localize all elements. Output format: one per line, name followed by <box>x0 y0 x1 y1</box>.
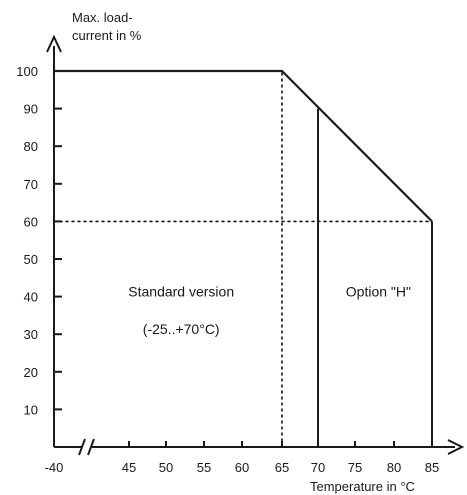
y-tick-label-100: 100 <box>16 64 38 79</box>
x-tick-label-75: 75 <box>348 460 362 475</box>
y-tick-label-30: 30 <box>24 327 38 342</box>
x-tick-label-85: 85 <box>425 460 439 475</box>
x-tick-label-65: 65 <box>275 460 289 475</box>
y-tick-label-50: 50 <box>24 252 38 267</box>
y-tick-label-40: 40 <box>24 290 38 305</box>
y-tick-label-10: 10 <box>24 402 38 417</box>
annotations: Standard version (-25..+70°C) Option "H" <box>128 284 411 338</box>
series-layer <box>54 69 433 223</box>
x-tick-label-80: 80 <box>387 460 401 475</box>
y-tick-label-20: 20 <box>24 365 38 380</box>
x-axis-title: Temperature in °C <box>310 479 415 494</box>
x-tick-label-50: 50 <box>159 460 173 475</box>
y-axis-arrow <box>46 34 62 53</box>
y-axis-title-line-2: current in % <box>72 28 142 43</box>
axis-break-gap <box>82 442 92 452</box>
x-tick-label-60: 60 <box>235 460 249 475</box>
x-tick-label-40: -40 <box>45 460 64 475</box>
ticks: 10 20 30 40 50 60 70 80 90 100 -40 45 50 55 60 65 70 75 80… <box>16 64 439 475</box>
y-tick-label-90: 90 <box>24 102 38 117</box>
x-tick-label-55: 55 <box>197 460 211 475</box>
y-tick-label-60: 60 <box>24 214 38 229</box>
x-tick-label-70: 70 <box>311 460 325 475</box>
x-tick-label-45: 45 <box>122 460 136 475</box>
axes <box>46 34 465 456</box>
y-tick-label-80: 80 <box>24 139 38 154</box>
series-line-0 <box>54 69 433 223</box>
axis-break-mark-left <box>78 438 86 456</box>
annotation-1: (-25..+70°C) <box>143 321 220 337</box>
y-axis-title-line-1: Max. load- <box>72 10 133 25</box>
reference-lines <box>53 70 433 448</box>
x-axis-arrow <box>447 439 465 455</box>
annotation-0: Standard version <box>128 284 234 300</box>
y-tick-label-70: 70 <box>24 177 38 192</box>
annotation-2: Option "H" <box>346 284 411 300</box>
y-axis-title: Max. load-current in % <box>72 10 142 43</box>
axis-break-mark-right <box>87 438 95 456</box>
